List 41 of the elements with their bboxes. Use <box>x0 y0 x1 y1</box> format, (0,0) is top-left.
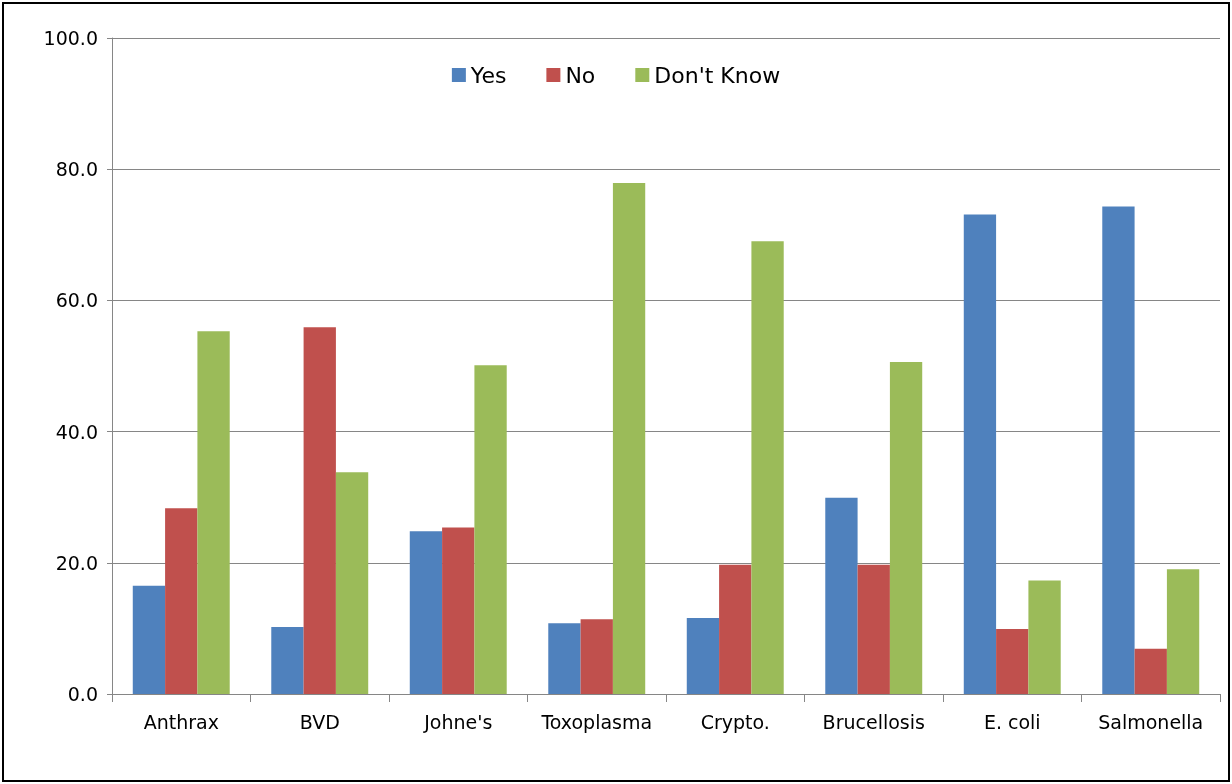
bar <box>1134 648 1167 694</box>
x-tick-label: Brucellosis <box>822 710 925 733</box>
bar <box>1028 580 1061 694</box>
bar <box>474 365 507 694</box>
legend-label: Don't Know <box>654 62 781 88</box>
bar <box>996 629 1029 694</box>
bar <box>963 214 997 694</box>
bar <box>335 472 369 694</box>
legend-label: No <box>565 62 596 88</box>
bar <box>165 508 198 694</box>
bar <box>271 627 304 694</box>
y-tick-label: 40.0 <box>55 420 98 443</box>
y-tick-label: 60.0 <box>55 289 98 312</box>
bar <box>857 564 890 694</box>
bar <box>409 531 443 694</box>
x-tick-label: Salmonella <box>1098 710 1204 733</box>
y-tick-label: 100.0 <box>43 27 98 49</box>
bar <box>197 331 230 694</box>
bar <box>1102 206 1135 694</box>
y-tick-label: 20.0 <box>55 551 98 574</box>
x-tick-label: Johne's <box>423 710 493 733</box>
bar <box>889 362 923 694</box>
x-tick-label: Anthrax <box>143 710 219 733</box>
bar <box>132 585 166 694</box>
y-tick-label: 80.0 <box>55 158 98 181</box>
y-tick-label: 0.0 <box>67 683 98 705</box>
bar <box>719 564 752 694</box>
bar <box>825 497 858 694</box>
x-tick-label: Crypto. <box>700 710 770 733</box>
bar <box>751 241 784 694</box>
bar <box>442 527 475 694</box>
x-tick-label: Toxoplasma <box>540 710 653 733</box>
bar <box>303 327 336 694</box>
x-tick-label: E. coli <box>983 710 1041 733</box>
bar <box>548 623 581 694</box>
bar <box>686 617 720 694</box>
bar <box>612 182 646 694</box>
bar <box>1166 569 1200 694</box>
x-tick-label: BVD <box>299 710 340 733</box>
bar <box>580 619 613 694</box>
legend-label: Yes <box>469 62 507 88</box>
